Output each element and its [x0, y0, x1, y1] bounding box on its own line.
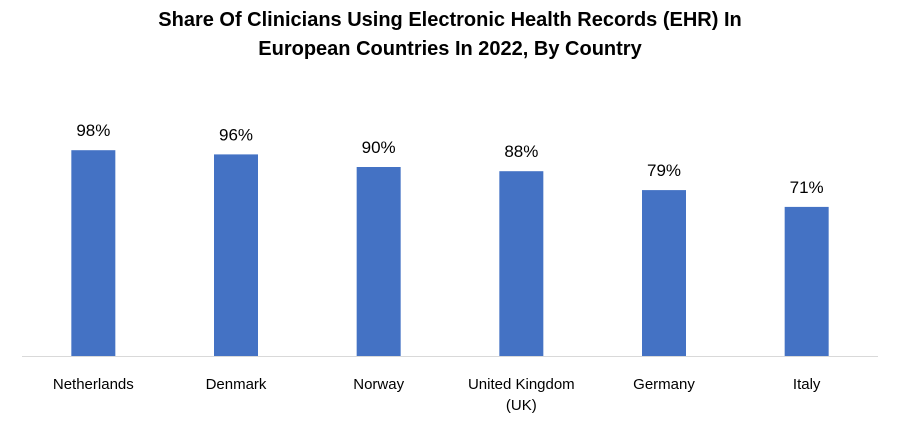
- bar-3: [499, 171, 544, 356]
- chart-title-line-2: European Countries In 2022, By Country: [258, 38, 642, 60]
- chart-title-line-1: Share Of Clinicians Using Electronic Hea…: [158, 9, 742, 31]
- data-label-0: 98%: [76, 121, 110, 140]
- data-label-2: 90%: [362, 138, 396, 157]
- chart-title: Share Of Clinicians Using Electronic Hea…: [0, 6, 900, 64]
- data-label-5: 71%: [790, 178, 824, 197]
- x-tick-label-1: Denmark: [206, 376, 267, 393]
- bar-5: [784, 206, 829, 356]
- x-tick-label-4: Germany: [633, 376, 695, 393]
- x-tick-label-3-0: United Kingdom: [468, 376, 575, 393]
- data-label-4: 79%: [647, 161, 681, 180]
- x-tick-label-5: Italy: [793, 376, 821, 393]
- x-tick-label-0: Netherlands: [53, 376, 134, 393]
- x-tick-label-2: Norway: [353, 376, 404, 393]
- bar-4: [642, 190, 686, 356]
- bar-0: [71, 150, 116, 356]
- data-label-1: 96%: [219, 125, 253, 144]
- x-tick-label-3-1: (UK): [506, 397, 537, 414]
- bar-2: [356, 167, 401, 356]
- data-label-3: 88%: [504, 142, 538, 161]
- bar-1: [214, 154, 258, 356]
